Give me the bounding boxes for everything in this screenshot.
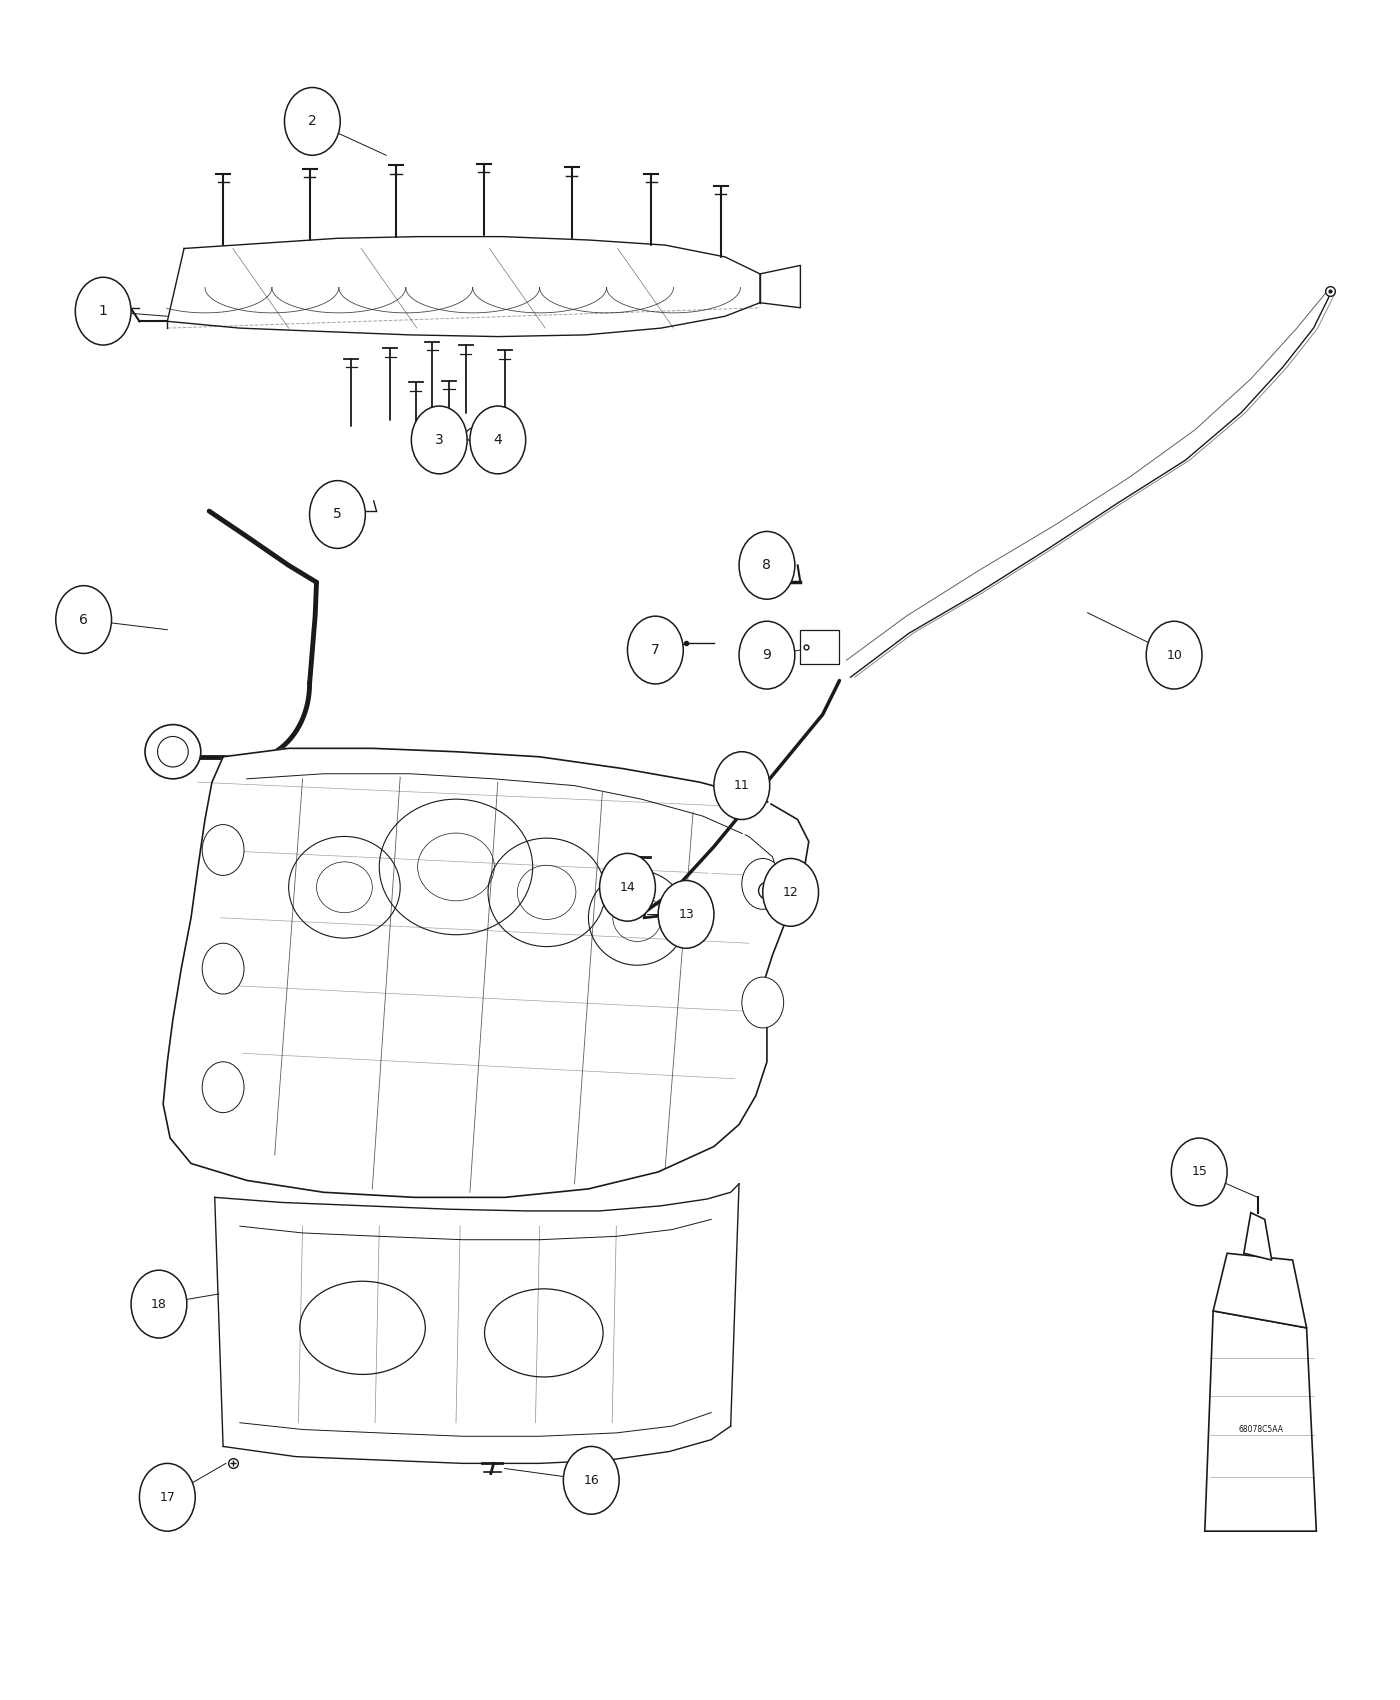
Ellipse shape	[466, 427, 494, 444]
Text: 8: 8	[763, 558, 771, 573]
Circle shape	[739, 532, 795, 598]
Circle shape	[563, 1447, 619, 1515]
Bar	[801, 629, 840, 663]
Circle shape	[1147, 620, 1203, 688]
Text: 10: 10	[1166, 649, 1182, 661]
Text: 12: 12	[783, 886, 798, 899]
Polygon shape	[1205, 1311, 1316, 1532]
Circle shape	[412, 406, 468, 474]
Text: 15: 15	[1191, 1166, 1207, 1178]
Circle shape	[742, 858, 784, 910]
Text: 68078C5AA: 68078C5AA	[1238, 1425, 1282, 1435]
Ellipse shape	[146, 724, 200, 779]
Circle shape	[76, 277, 132, 345]
Text: 6: 6	[80, 612, 88, 627]
Polygon shape	[1243, 1212, 1271, 1260]
Text: 2: 2	[308, 114, 316, 129]
Text: 7: 7	[651, 643, 659, 658]
Text: 13: 13	[678, 908, 694, 921]
Circle shape	[763, 858, 819, 926]
Circle shape	[202, 1062, 244, 1112]
Circle shape	[739, 620, 795, 688]
Text: 5: 5	[333, 508, 342, 522]
Text: 16: 16	[584, 1474, 599, 1488]
Circle shape	[56, 586, 112, 653]
Polygon shape	[214, 1183, 739, 1464]
Polygon shape	[1214, 1253, 1306, 1328]
Circle shape	[202, 944, 244, 994]
Text: 1: 1	[99, 304, 108, 318]
Circle shape	[658, 881, 714, 949]
Text: 18: 18	[151, 1297, 167, 1311]
Text: 4: 4	[493, 434, 503, 447]
Circle shape	[140, 1464, 195, 1532]
Text: 9: 9	[763, 648, 771, 661]
Text: 14: 14	[620, 881, 636, 894]
Circle shape	[599, 853, 655, 921]
Ellipse shape	[759, 882, 776, 899]
Circle shape	[284, 87, 340, 155]
Circle shape	[132, 1270, 186, 1338]
Text: 11: 11	[734, 779, 750, 792]
Circle shape	[714, 751, 770, 819]
Circle shape	[627, 615, 683, 683]
Text: 17: 17	[160, 1491, 175, 1504]
Circle shape	[742, 977, 784, 1028]
Circle shape	[470, 406, 525, 474]
Polygon shape	[164, 748, 809, 1197]
Circle shape	[202, 824, 244, 876]
Text: 3: 3	[435, 434, 444, 447]
Circle shape	[1172, 1137, 1226, 1205]
Circle shape	[309, 481, 365, 549]
